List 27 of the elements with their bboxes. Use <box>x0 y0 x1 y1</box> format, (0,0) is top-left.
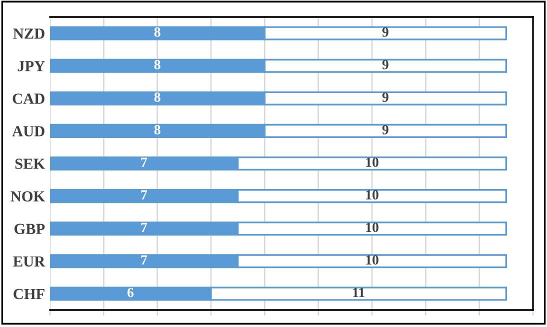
y-tick-label: GBP <box>14 224 45 234</box>
data-label: 8 <box>154 60 160 70</box>
data-label: 7 <box>141 255 148 265</box>
data-label: 9 <box>382 27 388 37</box>
data-label: 7 <box>141 158 148 167</box>
data-label: 10 <box>366 190 378 200</box>
data-label: 11 <box>353 288 364 298</box>
data-label: 9 <box>382 92 388 102</box>
data-label: 8 <box>154 27 160 37</box>
data-label: 8 <box>154 125 160 134</box>
data-label: 6 <box>128 288 134 298</box>
data-label: 9 <box>382 60 388 70</box>
data-label: 8 <box>154 92 160 102</box>
y-tick-label: CHF <box>14 288 44 300</box>
data-label: 9 <box>382 125 388 134</box>
data-label: 10 <box>366 222 378 232</box>
y-tick-label: SEK <box>15 158 46 169</box>
data-label: 10 <box>366 255 378 265</box>
y-tick-label: JPY <box>18 61 45 72</box>
y-tick-label: AUD <box>12 126 44 136</box>
y-tick-label: CAD <box>12 94 44 104</box>
y-tick-label: EUR <box>13 256 46 267</box>
y-tick-label: NZD <box>13 28 44 39</box>
data-label: 7 <box>141 190 148 200</box>
y-tick-label: NOK <box>10 191 46 202</box>
data-label: 7 <box>141 222 148 232</box>
data-label: 10 <box>366 158 378 167</box>
